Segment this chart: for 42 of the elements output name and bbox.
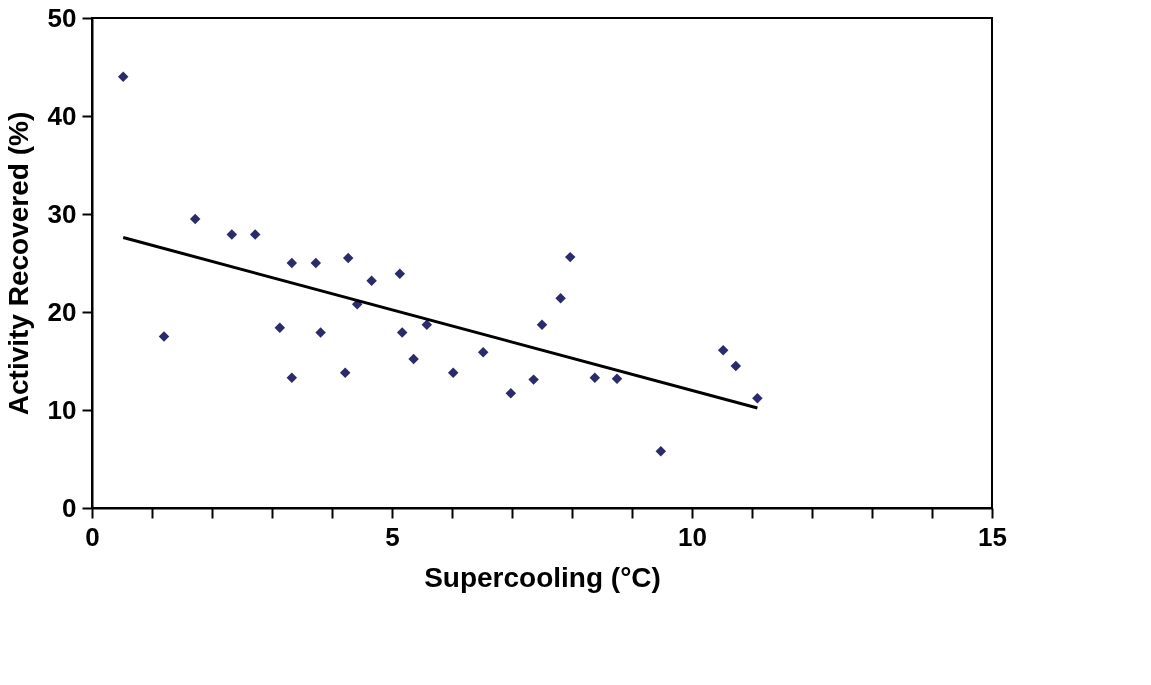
x-axis-title: Supercooling (°C) [424,561,661,593]
point [249,229,261,240]
point [396,327,408,338]
point [342,252,354,264]
y-axis-title: Activity Recovered (%) [2,111,34,416]
point [339,367,351,378]
y-tick-label: 20 [47,296,77,327]
point [752,393,763,404]
point [655,445,667,457]
point [564,251,576,263]
point [505,388,517,399]
point [189,213,201,225]
point [730,360,742,372]
point [117,71,129,83]
point [611,373,623,384]
point [366,275,377,286]
x-tick-label: 15 [978,521,1007,552]
point [408,353,419,365]
x-tick-label: 5 [385,521,400,552]
point [717,344,729,356]
point [528,374,539,385]
y-tick-label: 50 [47,2,77,33]
point [421,319,433,330]
point [286,372,298,383]
point [226,229,238,240]
y-tick-label: 30 [47,198,77,229]
point [447,367,459,378]
y-tick-label: 40 [47,100,77,131]
point [555,293,566,304]
y-tick-label: 0 [62,492,77,523]
point [315,327,326,338]
point [477,346,489,358]
point [394,268,406,280]
point [286,257,298,269]
point [310,257,322,269]
point [158,331,170,342]
point [536,319,548,330]
point [274,322,286,333]
x-tick-label: 10 [678,521,707,552]
y-tick-label: 10 [47,394,77,425]
x-tick-label: 0 [85,521,100,552]
point [589,372,601,383]
